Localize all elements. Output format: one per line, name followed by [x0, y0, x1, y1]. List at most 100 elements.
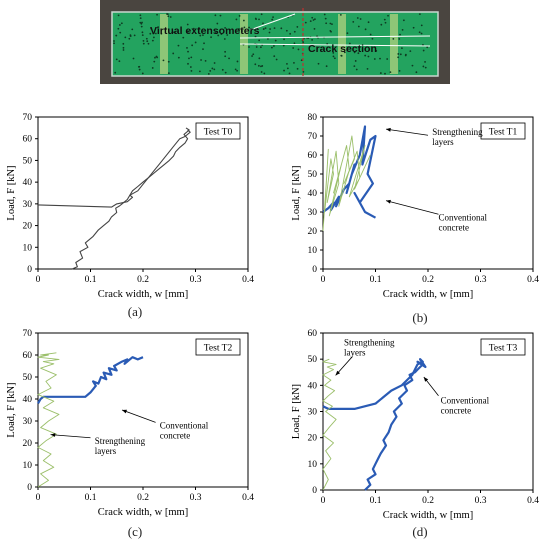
speckle-dot — [343, 51, 346, 54]
speckle-dot — [188, 57, 190, 60]
speckle-dot — [412, 26, 415, 29]
y-tick-label: 10 — [23, 243, 33, 253]
speckle-dot — [113, 40, 115, 42]
y-tick-label: 60 — [308, 329, 318, 339]
speckle-dot — [420, 24, 423, 27]
speckle-dot — [273, 27, 276, 30]
speckle-dot — [397, 56, 400, 59]
speckle-dot — [236, 69, 238, 72]
speckle-dot — [113, 42, 115, 45]
speckle-dot — [364, 28, 367, 31]
speckle-dot — [156, 13, 158, 16]
speckle-dot — [364, 54, 367, 57]
speckle-dot — [286, 62, 288, 65]
annotation-line: Conventional — [441, 396, 490, 406]
x-tick-label: 0 — [321, 275, 326, 285]
x-tick-label: 0 — [36, 275, 41, 285]
speckle-dot — [187, 50, 189, 53]
x-tick-label: 0.4 — [527, 275, 539, 285]
plot-frame — [37, 332, 249, 488]
speckle-dot — [293, 42, 296, 45]
title-box — [195, 122, 241, 140]
speckle-dot — [142, 42, 145, 45]
speckle-dot — [167, 72, 170, 75]
series-line-strengthening — [322, 358, 337, 491]
y-axis-label: Load, F [kN] — [291, 384, 302, 439]
annotation-line: Conventional — [439, 212, 488, 222]
speckle-dot — [326, 43, 329, 45]
speckle-dot — [211, 67, 214, 70]
speckle-dot — [293, 61, 295, 64]
speckle-dot — [375, 49, 378, 52]
y-tick-label: 20 — [23, 439, 33, 449]
annotation-arrow — [385, 128, 429, 136]
speckle-dot — [293, 30, 296, 33]
speckle-dot — [285, 29, 288, 32]
speckle-dot — [309, 20, 312, 23]
y-tick-label: 60 — [23, 351, 33, 361]
speckle-dot — [255, 18, 257, 21]
x-tick-label: 0 — [321, 496, 326, 506]
extensometer-line — [239, 43, 431, 47]
y-axis-label: Load, F [kN] — [291, 165, 302, 220]
speckle-dot — [129, 34, 132, 37]
speckle-dot — [411, 64, 414, 67]
speckle-dot — [260, 71, 263, 73]
speckle-dot — [404, 54, 407, 57]
y-tick-label: 30 — [23, 417, 33, 427]
speckle-dot — [140, 25, 143, 28]
annotation-text: Conventional concrete — [441, 396, 490, 416]
speckle-dot — [340, 54, 343, 57]
speckle-dot — [115, 58, 118, 61]
y-tick-label: 30 — [23, 200, 33, 210]
annotation-line: concrete — [160, 430, 190, 440]
speckle-dot — [352, 21, 355, 23]
speckle-dot — [153, 60, 156, 63]
annotation-line: Conventional — [160, 420, 209, 430]
speckle-dot — [141, 72, 144, 75]
speckle-dot — [220, 33, 223, 36]
speckle-dot — [128, 37, 131, 40]
annotation-arrow — [50, 434, 91, 439]
x-tick-label: 0 — [36, 493, 41, 503]
annotation-text: Strengthening layers — [95, 436, 146, 456]
y-tick-label: 30 — [308, 208, 318, 218]
speckle-dot — [371, 37, 374, 40]
speckle-dot — [273, 55, 276, 58]
chart-title: Test T3 — [489, 344, 518, 354]
x-tick-label: 0.4 — [527, 496, 539, 506]
speckle-dot — [133, 34, 136, 37]
annotation-line: concrete — [441, 406, 471, 416]
series-line-conventional — [322, 125, 377, 219]
annotation-line: Strengthening — [95, 436, 146, 446]
annotation-arrowhead — [386, 199, 391, 204]
speckle-dot — [263, 72, 266, 75]
speckle-dot — [268, 31, 271, 34]
y-tick-label: 50 — [23, 373, 33, 383]
specimen-photo: Virtual extensometers Crack section — [100, 0, 450, 84]
y-tick-label: 0 — [312, 265, 317, 275]
speckle-dot — [367, 55, 370, 58]
chart-title: Test T2 — [204, 344, 233, 354]
x-tick-label: 0.3 — [475, 275, 487, 285]
annotation-text: Strengthening layers — [432, 127, 483, 147]
annotation-text: Strengthening layers — [344, 338, 395, 358]
speckle-dot — [141, 31, 144, 34]
speckle-dot — [243, 26, 246, 29]
speckle-dot — [398, 69, 401, 72]
speckle-dot — [384, 72, 386, 75]
speckle-dot — [296, 67, 299, 70]
speckle-dot — [353, 65, 356, 68]
speckle-dot — [194, 41, 197, 44]
speckle-dot — [139, 14, 142, 17]
annotation-line: layers — [95, 446, 117, 456]
speckle-dot — [228, 57, 230, 60]
speckle-dot — [203, 42, 205, 45]
series-line-conventional — [322, 358, 427, 410]
chart-1: 0 0.1 0.2 0.3 0.4 0 10 20 30 40 50 60 70 80 Crack widt… — [291, 113, 539, 300]
y-tick-label: 0 — [27, 265, 32, 275]
annotation-arrow — [385, 200, 439, 215]
speckle-dot — [313, 27, 316, 30]
speckle-dot — [223, 38, 226, 40]
speckle-dot — [186, 47, 188, 49]
